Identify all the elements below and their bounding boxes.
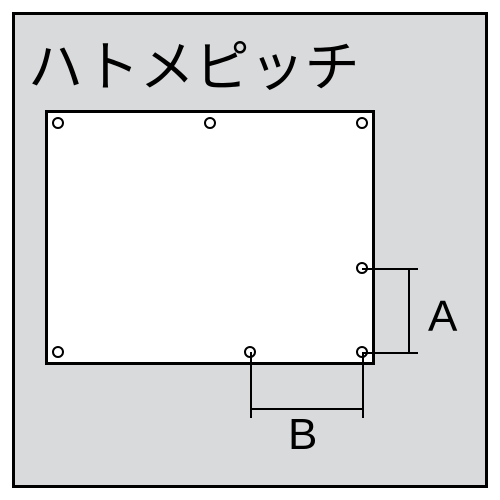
- dimension-b-tick-right: [362, 352, 364, 418]
- dimension-b-tick-left: [250, 352, 252, 418]
- sheet-panel: [45, 110, 375, 365]
- eyelet-icon: [204, 117, 216, 129]
- eyelet-icon: [356, 117, 368, 129]
- dimension-a-tick-top: [362, 268, 418, 270]
- diagram-title: ハトメピッチ: [28, 22, 360, 102]
- dimension-a-line: [408, 268, 410, 352]
- eyelet-icon: [52, 346, 64, 358]
- diagram-stage: ハトメピッチ A B: [0, 0, 500, 500]
- dimension-a-tick-bottom: [362, 352, 418, 354]
- eyelet-icon: [52, 117, 64, 129]
- dimension-a-label: A: [428, 292, 457, 342]
- dimension-b-label: B: [288, 410, 317, 460]
